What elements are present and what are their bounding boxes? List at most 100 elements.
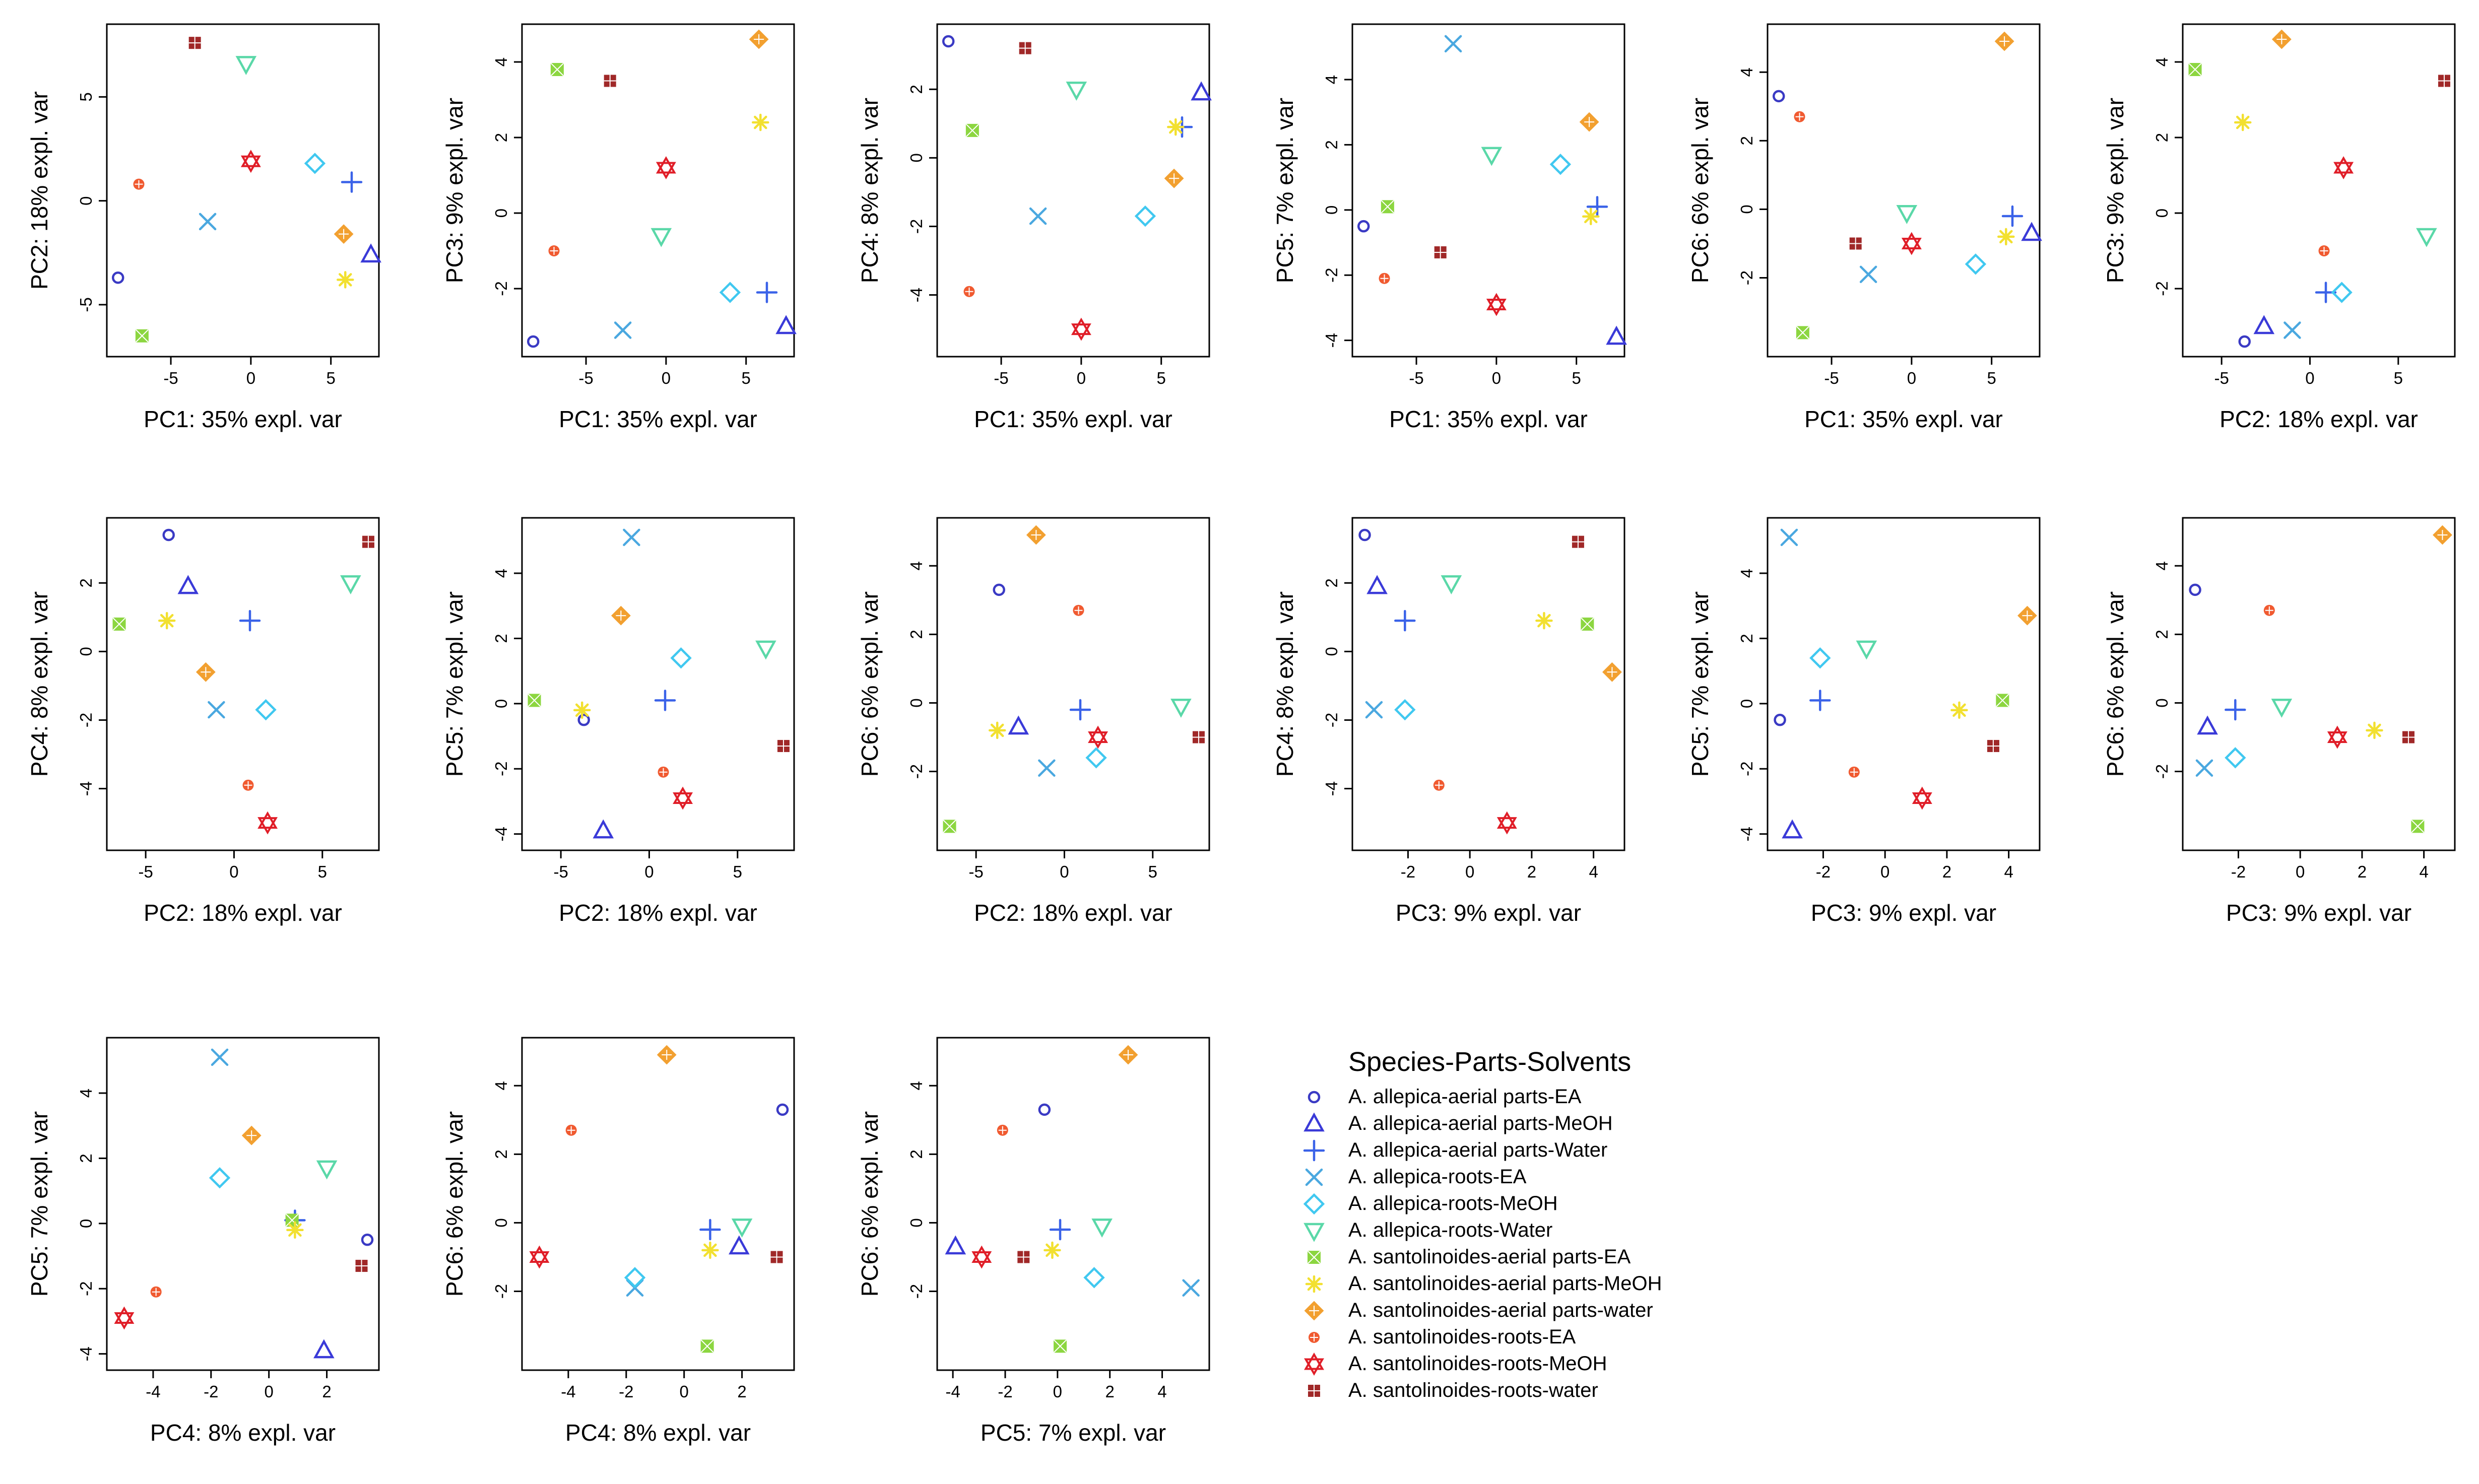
data-point — [997, 1124, 1008, 1136]
data-point — [1859, 265, 1877, 283]
y-tick-label: 2 — [907, 85, 926, 94]
x-tick-label: -5 — [994, 369, 1008, 387]
y-axis-label: PC6: 6% expl. var — [1687, 98, 1713, 283]
data-point — [565, 1124, 577, 1136]
x-tick-label: 0 — [246, 369, 255, 387]
x-tick-label: -4 — [561, 1382, 575, 1401]
data-point — [593, 819, 614, 839]
data-point — [1118, 1045, 1138, 1065]
data-point — [1071, 317, 1091, 341]
y-axis-label: PC5: 7% expl. var — [1687, 591, 1713, 777]
legend-symbol — [1303, 1112, 1325, 1132]
x-tick-label: 0 — [229, 862, 238, 881]
data-point — [1549, 154, 1572, 175]
data-point — [2017, 605, 2037, 626]
y-tick-label: 2 — [1322, 578, 1341, 587]
x-tick-label: 5 — [2394, 369, 2403, 387]
y-tick-label: -2 — [1737, 762, 1756, 776]
data-point — [2411, 820, 2425, 833]
y-tick-label: 0 — [1737, 205, 1756, 214]
legend-item: A. santolinoides-aerial parts-water — [1304, 1299, 1653, 1321]
y-axis-label: PC6: 6% expl. var — [857, 591, 883, 777]
data-point — [1381, 200, 1394, 214]
x-tick-label: 5 — [1987, 369, 1996, 387]
y-tick-label: 0 — [1737, 699, 1756, 708]
y-axis-label: PC2: 18% expl. var — [26, 91, 52, 290]
data-point — [209, 1167, 231, 1189]
data-point — [756, 282, 778, 303]
y-axis-label: PC4: 8% expl. var — [1272, 591, 1298, 777]
y-tick-label: -2 — [907, 219, 926, 234]
legend-label: A. santolinoides-roots-water — [1348, 1379, 1598, 1401]
panel-pc4-vs-pc6: -4 -2 0 2 -2 0 2 4 PC4: 8% expl. var PC6: 6% expl… — [441, 1037, 795, 1446]
y-tick-label: 4 — [2152, 561, 2171, 570]
data-point — [1366, 575, 1388, 594]
data-point — [776, 1103, 789, 1116]
data-point — [111, 272, 124, 284]
y-tick-label: 0 — [492, 209, 510, 218]
panel-pc1-vs-pc4: -5 0 5 -4 -2 0 2 PC1: 35% expl. var PC4: 8% expl… — [857, 23, 1212, 432]
data-point — [1029, 207, 1047, 225]
legend-label: A. santolinoides-roots-MeOH — [1348, 1353, 1607, 1375]
data-point — [257, 811, 278, 835]
y-tick-label: -2 — [907, 764, 926, 779]
data-point — [550, 63, 564, 76]
panel-pc1-vs-pc5: -5 0 5 -4 -2 0 2 4 PC1: 35% expl. var PC5: 7% exp… — [1272, 23, 1627, 432]
data-point — [1164, 168, 1184, 188]
y-tick-label: -2 — [2152, 281, 2171, 296]
y-tick-label: 4 — [492, 57, 510, 66]
data-point — [1394, 610, 1416, 632]
data-point — [1912, 786, 1932, 810]
data-point — [2001, 205, 2024, 227]
data-point — [573, 701, 591, 719]
data-point — [2238, 335, 2251, 348]
x-tick-label: -5 — [1824, 369, 1839, 387]
x-axis-label: PC1: 35% expl. var — [974, 406, 1172, 432]
y-tick-label: 0 — [492, 699, 510, 708]
data-point — [1083, 1267, 1105, 1289]
legend-label: A. allepica-roots-MeOH — [1348, 1192, 1558, 1215]
x-tick-label: 5 — [1157, 369, 1166, 387]
legend-symbol — [1309, 1332, 1320, 1343]
x-tick-label: 2 — [322, 1382, 331, 1401]
data-point — [1496, 811, 1517, 835]
data-point — [701, 1241, 719, 1259]
plot-frame — [1351, 517, 1625, 851]
data-point — [341, 171, 363, 193]
x-tick-label: 0 — [2305, 369, 2314, 387]
data-point — [942, 35, 955, 48]
legend-item: A. allepica-roots-MeOH — [1303, 1192, 1558, 1215]
y-tick-label: -2 — [492, 762, 510, 776]
data-point — [1794, 111, 1805, 122]
data-point — [1606, 325, 1627, 345]
x-tick-label: 0 — [1060, 862, 1069, 881]
data-point — [286, 1221, 304, 1239]
x-tick-label: 4 — [2419, 862, 2428, 881]
panel-pc2-vs-pc5: -5 0 5 -4 -2 0 2 4 PC2: 18% expl. var PC5: 7% exp… — [441, 517, 795, 926]
y-axis-label: PC5: 7% expl. var — [1272, 98, 1298, 283]
data-point — [1434, 246, 1447, 258]
panel-pc2-vs-pc6: -5 0 5 -2 0 2 4 PC2: 18% expl. var PC6: 6% expl.… — [857, 517, 1210, 926]
legend-symbol — [1303, 1139, 1325, 1162]
x-tick-label: -5 — [163, 369, 178, 387]
data-point — [1182, 1279, 1200, 1297]
data-point — [1896, 205, 1918, 224]
data-point — [749, 29, 769, 49]
x-tick-label: 4 — [1589, 862, 1598, 881]
data-point — [1996, 694, 2009, 707]
y-tick-label: -4 — [1322, 781, 1341, 796]
data-point — [1444, 35, 1462, 53]
legend-item: A. santolinoides-roots-MeOH — [1304, 1353, 1607, 1376]
data-point — [1167, 118, 1185, 136]
data-point — [699, 1219, 721, 1241]
data-point — [2225, 747, 2246, 769]
x-tick-label: -2 — [204, 1382, 218, 1401]
data-point — [1780, 528, 1798, 547]
y-tick-label: 0 — [907, 1218, 926, 1227]
panel-pc1-vs-pc2: -5 0 5 -5 0 5 PC1: 35% expl. var PC2: 18% expl.… — [26, 23, 381, 432]
legend-item: A. allepica-roots-EA — [1305, 1166, 1527, 1188]
y-tick-label: -5 — [77, 297, 95, 312]
data-point — [2271, 698, 2293, 718]
y-axis-label: PC5: 7% expl. var — [26, 1111, 52, 1297]
y-tick-label: 0 — [2152, 698, 2171, 707]
